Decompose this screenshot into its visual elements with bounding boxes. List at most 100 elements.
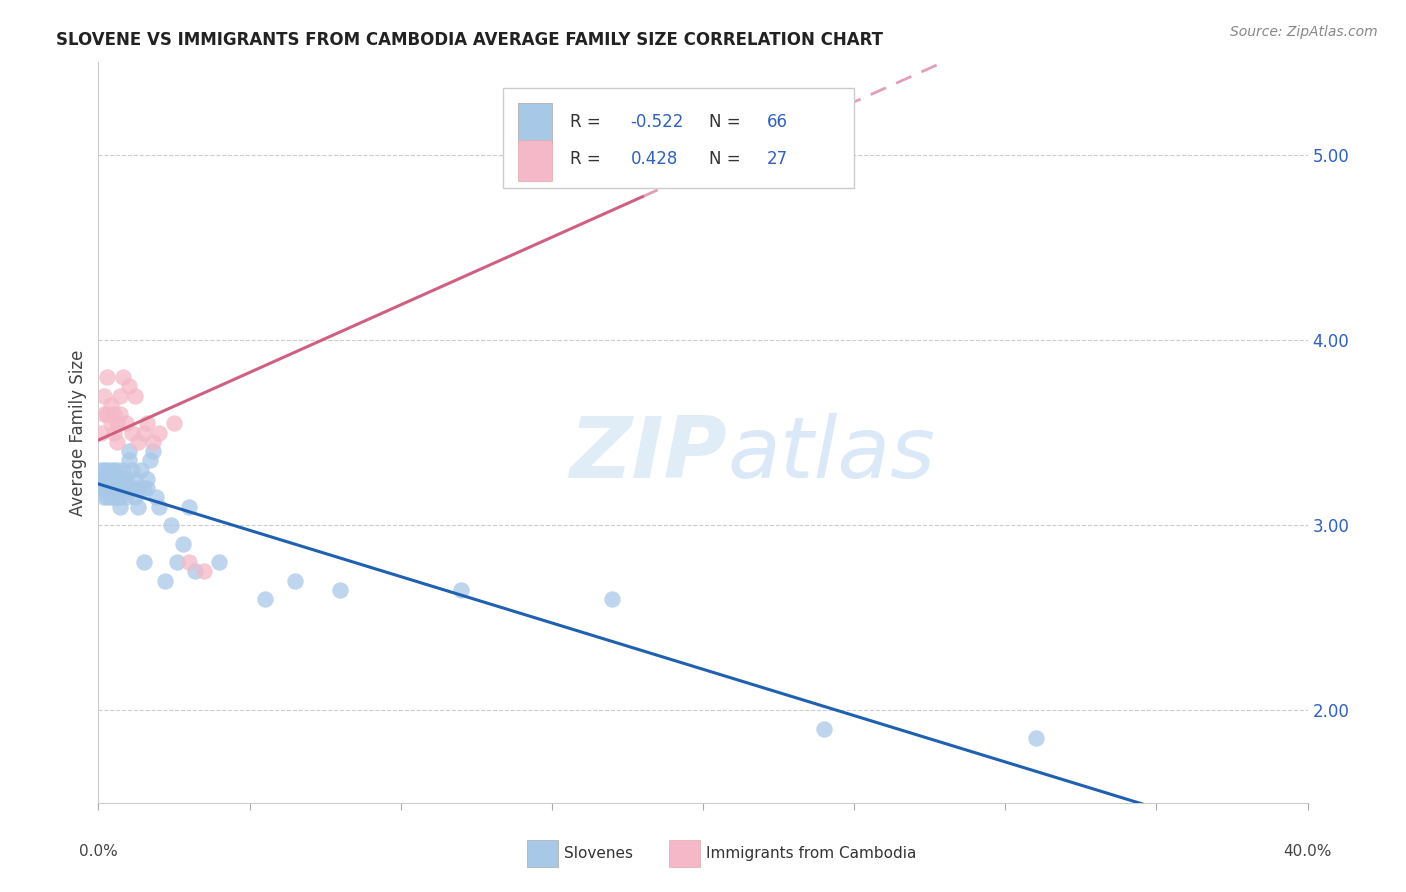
Text: 27: 27 [768, 150, 789, 168]
Point [111, 472, 134, 486]
Point [1024, 731, 1046, 745]
Point [111, 370, 134, 384]
Point [103, 481, 125, 495]
Point [105, 481, 128, 495]
Point [135, 481, 157, 495]
Text: R =: R = [569, 112, 606, 130]
Point [103, 462, 125, 476]
Point [90, 425, 112, 440]
Point [100, 491, 122, 505]
Point [127, 481, 149, 495]
Point [100, 417, 122, 431]
Point [132, 555, 155, 569]
Point [114, 417, 136, 431]
Point [108, 500, 131, 514]
Point [132, 481, 155, 495]
Point [93, 472, 115, 486]
Point [114, 491, 136, 505]
Point [193, 565, 215, 579]
Point [253, 592, 276, 607]
Text: 0.428: 0.428 [630, 150, 678, 168]
FancyBboxPatch shape [503, 88, 855, 188]
Bar [517, 140, 553, 181]
Point [160, 518, 183, 533]
Point [105, 462, 128, 476]
Point [121, 481, 143, 495]
Point [108, 481, 131, 495]
Point [118, 444, 141, 458]
Point [93, 388, 115, 402]
Text: 66: 66 [768, 112, 789, 130]
Point [284, 574, 307, 588]
Text: N =: N = [709, 112, 741, 130]
Point [135, 472, 157, 486]
Point [111, 481, 134, 495]
Point [105, 472, 128, 486]
Point [118, 481, 141, 495]
Point [184, 565, 207, 579]
Point [111, 462, 134, 476]
Point [100, 462, 122, 476]
Point [108, 472, 131, 486]
Point [121, 425, 143, 440]
Text: 40.0%: 40.0% [1284, 844, 1331, 858]
Point [329, 582, 352, 597]
Point [121, 462, 143, 476]
Point [135, 417, 157, 431]
Point [118, 379, 141, 393]
Point [153, 574, 176, 588]
Text: 0.0%: 0.0% [79, 844, 118, 858]
Text: N =: N = [709, 150, 741, 168]
Point [93, 462, 115, 476]
Point [124, 388, 146, 402]
Text: Slovenes: Slovenes [564, 847, 633, 861]
Text: Immigrants from Cambodia: Immigrants from Cambodia [706, 847, 917, 861]
Point [108, 388, 131, 402]
Point [148, 500, 170, 514]
Point [96, 481, 118, 495]
Point [103, 407, 125, 421]
Point [103, 472, 125, 486]
Point [602, 592, 624, 607]
Point [118, 453, 141, 467]
Text: Source: ZipAtlas.com: Source: ZipAtlas.com [1230, 25, 1378, 39]
Y-axis label: Average Family Size: Average Family Size [69, 350, 87, 516]
Point [103, 425, 125, 440]
Point [166, 555, 188, 569]
Point [124, 472, 146, 486]
Point [105, 491, 128, 505]
Point [96, 472, 118, 486]
Point [108, 407, 131, 421]
Point [114, 472, 136, 486]
Point [142, 434, 165, 449]
Point [148, 425, 170, 440]
Point [179, 500, 201, 514]
Text: R =: R = [569, 150, 612, 168]
Text: atlas: atlas [727, 413, 935, 496]
Point [163, 417, 186, 431]
Point [631, 129, 654, 144]
Point [96, 370, 118, 384]
Point [90, 472, 112, 486]
Point [100, 472, 122, 486]
Point [132, 425, 155, 440]
Point [100, 398, 122, 412]
Point [96, 481, 118, 495]
Text: ZIP: ZIP [569, 413, 727, 496]
Point [124, 491, 146, 505]
Point [450, 582, 472, 597]
Point [142, 444, 165, 458]
Point [93, 481, 115, 495]
Point [96, 491, 118, 505]
Point [127, 500, 149, 514]
Point [100, 481, 122, 495]
Point [90, 462, 112, 476]
Point [93, 407, 115, 421]
Point [103, 491, 125, 505]
Point [127, 434, 149, 449]
Point [129, 462, 152, 476]
Text: SLOVENE VS IMMIGRANTS FROM CAMBODIA AVERAGE FAMILY SIZE CORRELATION CHART: SLOVENE VS IMMIGRANTS FROM CAMBODIA AVER… [56, 31, 883, 49]
Point [179, 555, 201, 569]
Point [93, 491, 115, 505]
Point [96, 407, 118, 421]
